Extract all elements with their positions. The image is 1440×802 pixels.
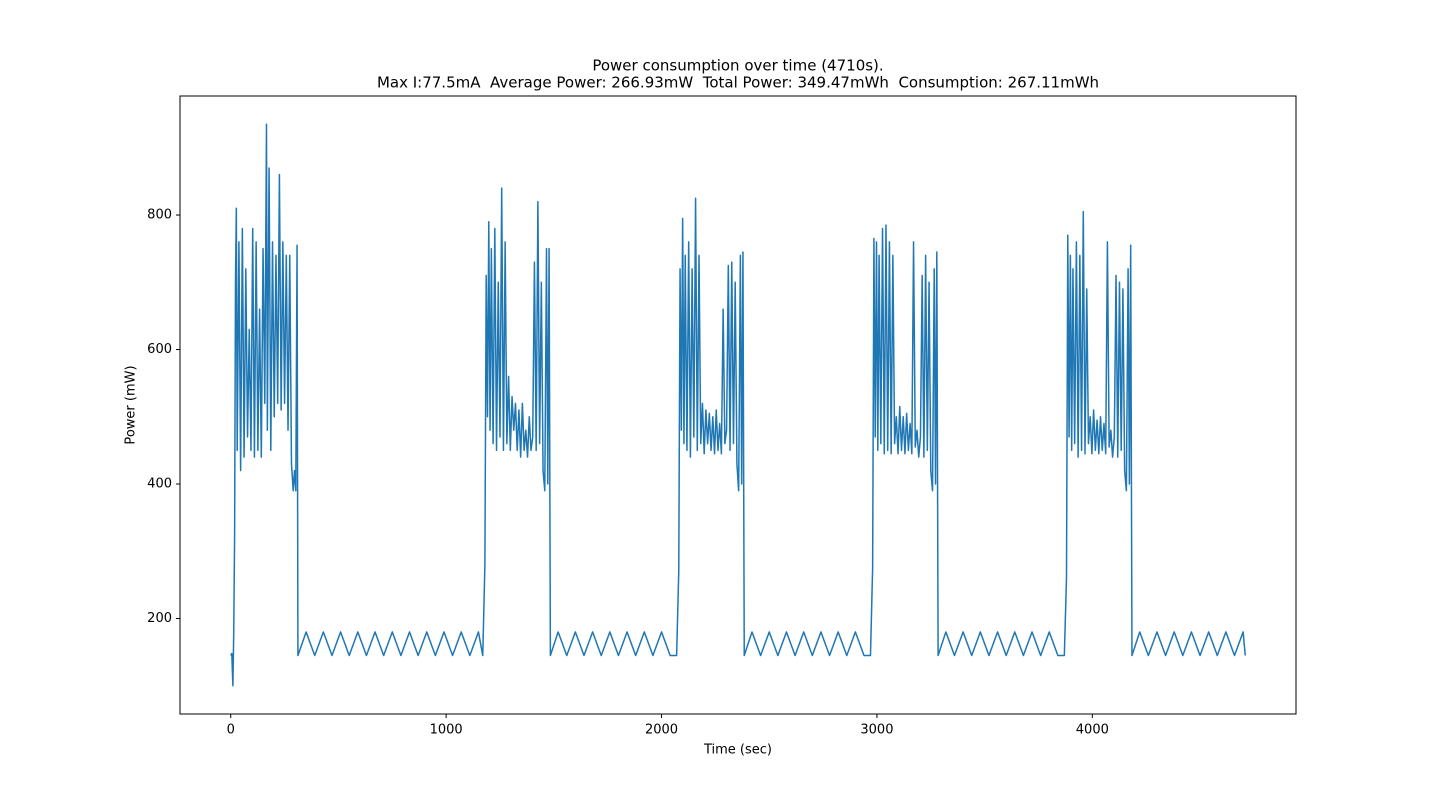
- y-tick-label: 600: [147, 342, 172, 357]
- x-axis-label: Time (sec): [703, 743, 772, 758]
- y-axis-label: Power (mW): [124, 365, 139, 444]
- x-tick-label: 1000: [430, 723, 463, 738]
- y-tick-label: 200: [147, 611, 172, 626]
- x-tick-label: 0: [227, 723, 235, 738]
- chart-title: Power consumption over time (4710s).: [592, 57, 883, 75]
- data-line: [230, 123, 1247, 687]
- x-tick-label: 3000: [860, 723, 893, 738]
- axes-frame: [179, 95, 1297, 715]
- x-tick-label: 4000: [1076, 723, 1109, 738]
- y-tick-label: 800: [147, 208, 172, 223]
- x-tick-label: 2000: [645, 723, 678, 738]
- y-tick-label: 400: [147, 477, 172, 492]
- chart-subtitle: Max I:77.5mA Average Power: 266.93mW Tot…: [377, 74, 1099, 92]
